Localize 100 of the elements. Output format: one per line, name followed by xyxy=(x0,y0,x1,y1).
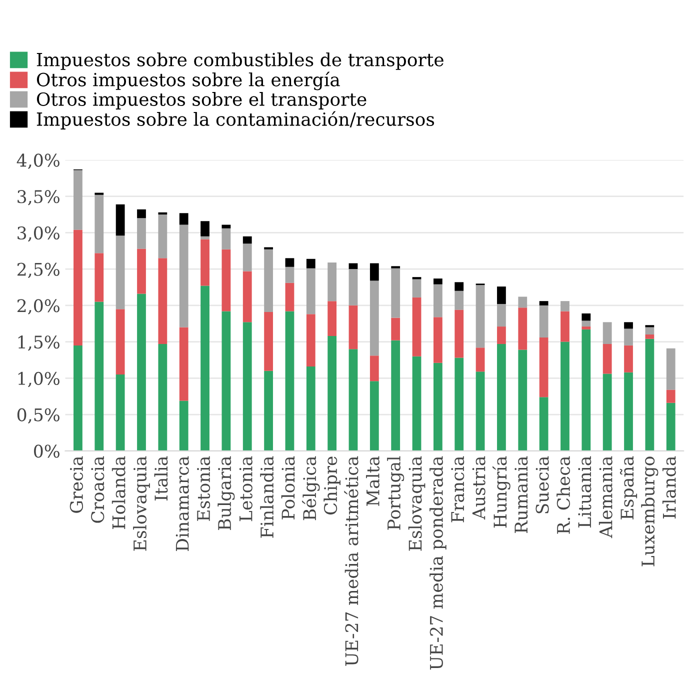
x-tick-label: Eslovaquia xyxy=(408,456,426,551)
bar xyxy=(200,239,210,286)
bar xyxy=(74,230,82,346)
bar xyxy=(348,349,358,451)
bar xyxy=(179,400,188,451)
bar xyxy=(370,263,379,281)
x-tick-label: Rumania xyxy=(514,456,528,533)
bar xyxy=(328,336,337,451)
bar xyxy=(306,314,316,367)
x-tick-label: Eslovaquia xyxy=(133,456,150,551)
bar xyxy=(582,326,591,330)
bar xyxy=(476,372,485,451)
bar xyxy=(94,253,104,302)
y-tick-label: 0,5% xyxy=(17,408,60,424)
x-tick-label: Malta xyxy=(366,456,380,506)
bar xyxy=(518,296,528,308)
bar xyxy=(539,301,548,306)
bar xyxy=(306,258,316,268)
x-tick-label: R. Checa xyxy=(556,456,570,534)
x-tick-label: Finlandia xyxy=(260,456,274,538)
y-tick-label: 3,0% xyxy=(18,226,60,242)
bar xyxy=(582,320,591,327)
bar xyxy=(222,249,231,312)
bar xyxy=(264,312,273,371)
legend-label: Otros impuestos sobre el transporte xyxy=(36,92,366,110)
bar xyxy=(348,305,358,350)
bar xyxy=(116,236,125,310)
bar xyxy=(285,258,294,267)
y-tick-label: 0% xyxy=(34,444,60,458)
bar xyxy=(645,334,654,339)
bar xyxy=(454,290,464,310)
bar xyxy=(137,248,146,294)
bar xyxy=(624,345,633,372)
bar xyxy=(391,318,400,340)
bar xyxy=(222,311,231,451)
bar xyxy=(285,266,294,283)
x-tick-label: Alemania xyxy=(598,456,612,538)
y-tick-label: 1,5% xyxy=(18,336,60,351)
bar xyxy=(497,326,506,344)
bar xyxy=(433,284,442,318)
bar xyxy=(391,268,400,318)
bar xyxy=(116,374,125,451)
bar xyxy=(328,262,337,302)
bar xyxy=(454,310,464,358)
bar xyxy=(179,213,188,225)
x-tick-label: Italia xyxy=(154,456,168,500)
x-tick-label: Polonia xyxy=(281,456,295,520)
bar xyxy=(666,402,676,451)
bar xyxy=(624,322,633,329)
bar xyxy=(454,282,464,291)
bar xyxy=(539,397,548,451)
bar xyxy=(242,322,252,451)
bar xyxy=(285,282,294,312)
x-tick-label: UE-27 media aritmética xyxy=(344,456,358,666)
bar xyxy=(645,338,654,451)
bar xyxy=(391,340,400,451)
bar xyxy=(602,322,612,344)
bar xyxy=(242,244,252,272)
bar xyxy=(476,348,485,372)
bar xyxy=(666,390,676,403)
x-tick-label: Holanda xyxy=(112,456,126,529)
bar xyxy=(454,358,464,451)
bar xyxy=(560,311,570,342)
y-tick-label: 3,5% xyxy=(18,190,60,206)
bar xyxy=(242,271,252,322)
x-tick-label: Irlanda xyxy=(662,456,676,519)
bar xyxy=(602,344,612,374)
bar xyxy=(158,344,168,451)
bar xyxy=(179,224,188,328)
x-tick-label: Bélgica xyxy=(302,456,320,520)
bar xyxy=(624,328,633,346)
x-tick-label: Francia xyxy=(451,456,464,522)
bar xyxy=(433,317,442,363)
bar xyxy=(200,221,210,236)
bar xyxy=(433,278,442,284)
x-tick-label: Chipre xyxy=(324,456,340,514)
bar xyxy=(539,305,548,338)
y-tick-label: 2,0% xyxy=(17,299,60,314)
x-tick-label: Letonia xyxy=(239,456,252,522)
bar xyxy=(624,372,633,451)
bar xyxy=(222,228,231,250)
bar xyxy=(476,285,485,348)
x-tick-label: Austria xyxy=(472,456,486,520)
x-tick-label: Croacia xyxy=(91,456,104,523)
bar xyxy=(116,204,125,236)
bar xyxy=(433,362,442,451)
bar xyxy=(264,370,273,451)
x-tick-label: Estonia xyxy=(197,456,210,521)
bar xyxy=(137,218,146,249)
bar xyxy=(348,269,358,306)
bar xyxy=(264,249,273,312)
x-tick-label: UE-27 media ponderada xyxy=(430,456,446,670)
x-tick-label: Luxemburgo xyxy=(641,456,658,566)
y-tick-label: 2,5% xyxy=(17,262,60,278)
bar xyxy=(560,342,570,451)
bar xyxy=(94,302,104,451)
bar xyxy=(137,294,146,451)
bar xyxy=(74,170,82,230)
bar xyxy=(137,209,146,218)
y-tick-label: 1,0% xyxy=(18,372,60,388)
